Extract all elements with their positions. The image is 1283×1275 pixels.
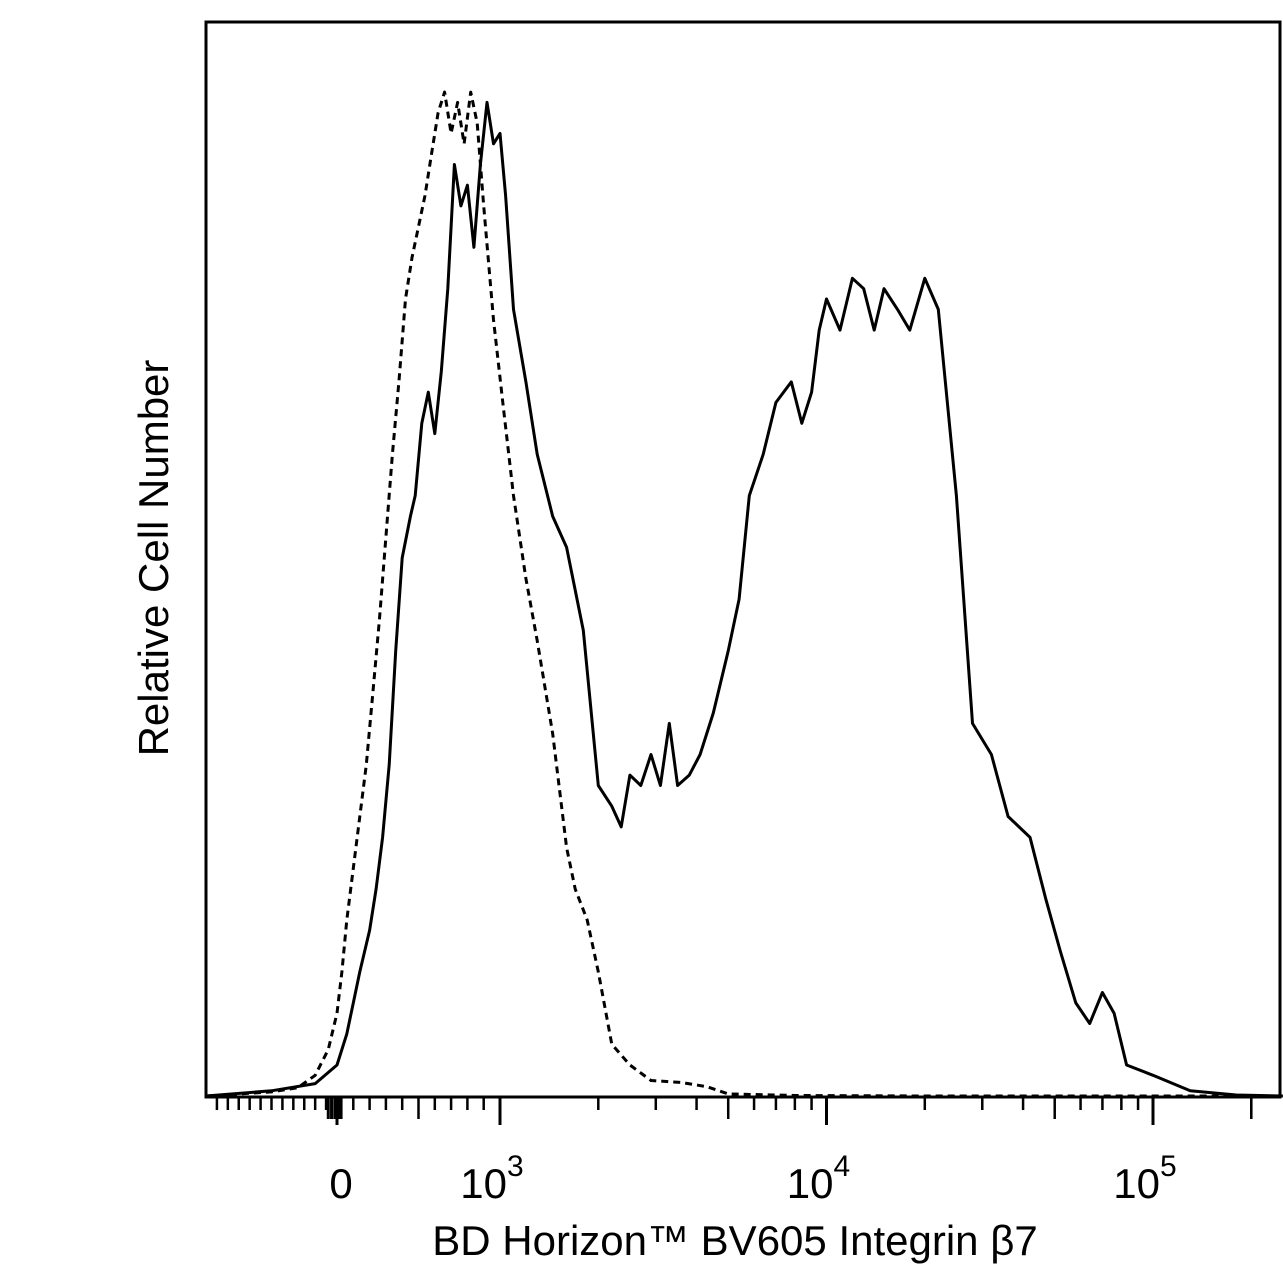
series-solid-line — [205, 100, 1283, 1098]
x-axis-major-ticks — [335, 1097, 1155, 1125]
x-tick-label: 105 — [1113, 1150, 1176, 1207]
plot-frame — [204, 20, 1282, 1099]
x-axis-minor-ticks — [215, 1097, 1253, 1119]
x-axis-label: BD Horizon™ BV605 Integrin β7 — [432, 1217, 1037, 1264]
x-tick-exponent: 5 — [1160, 1150, 1177, 1183]
series-dashed-line — [205, 90, 1283, 1098]
x-tick-label: 0 — [329, 1160, 352, 1207]
x-tick-label: 103 — [460, 1150, 523, 1207]
x-tick-base: 10 — [787, 1160, 834, 1207]
x-tick-exponent: 3 — [507, 1150, 524, 1183]
x-tick-base: 10 — [460, 1160, 507, 1207]
x-tick-base: 0 — [329, 1160, 352, 1207]
x-tick-label: 104 — [787, 1150, 850, 1207]
series-layer — [205, 90, 1283, 1098]
y-axis-label: Relative Cell Number — [130, 360, 177, 757]
x-tick-exponent: 4 — [834, 1150, 851, 1183]
x-tick-base: 10 — [1113, 1160, 1160, 1207]
x-tick-labels: 0 103 104 105 — [329, 1150, 1176, 1207]
